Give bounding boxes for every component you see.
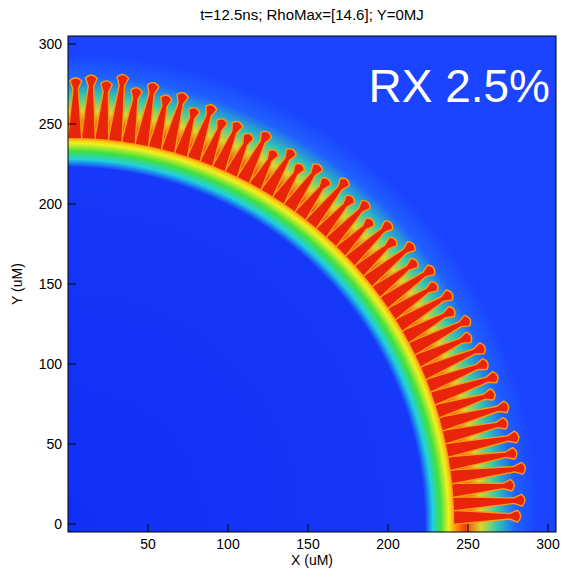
- x-tick-label: 50: [140, 536, 156, 552]
- x-tick-label: 250: [456, 536, 480, 552]
- plot-area: [68, 36, 556, 532]
- x-tick-label: 150: [296, 536, 320, 552]
- spike: [81, 75, 97, 139]
- x-tick: [228, 524, 229, 532]
- y-tick: [68, 204, 76, 205]
- y-tick: [68, 444, 76, 445]
- y-tick: [68, 364, 76, 365]
- x-tick-label: 300: [536, 536, 560, 552]
- x-tick: [308, 524, 309, 532]
- spike: [68, 78, 82, 139]
- y-tick-label: 50: [46, 436, 62, 452]
- y-tick-label: 150: [39, 276, 63, 292]
- x-tick-label: 100: [216, 536, 240, 552]
- spike: [453, 494, 525, 511]
- spike: [95, 81, 113, 141]
- spike: [453, 510, 520, 524]
- x-tick: [388, 524, 389, 532]
- frame: [68, 36, 556, 532]
- x-tick: [148, 524, 149, 532]
- y-tick-label: 100: [39, 356, 63, 372]
- y-tick: [68, 284, 76, 285]
- y-tick: [68, 44, 76, 45]
- annotation: RX 2.5%: [368, 60, 550, 112]
- x-tick-label: 200: [376, 536, 400, 552]
- y-tick-label: 250: [39, 116, 63, 132]
- y-tick: [68, 124, 76, 125]
- x-tick: [468, 524, 469, 532]
- y-tick: [68, 524, 76, 525]
- x-axis-title: X (uM): [291, 552, 333, 568]
- y-axis-title: Y (uM): [9, 263, 25, 305]
- y-tick-label: 0: [54, 516, 62, 532]
- x-tick: [548, 524, 549, 532]
- y-tick-label: 200: [39, 196, 63, 212]
- chart: 50 100 150 200 250 300 0 50 100 150 200 250 300 X (uM…: [0, 0, 567, 572]
- shell: [68, 54, 538, 532]
- title: t=12.5ns; RhoMax=[14.6]; Y=0MJ: [200, 6, 424, 23]
- y-tick-label: 300: [39, 36, 63, 52]
